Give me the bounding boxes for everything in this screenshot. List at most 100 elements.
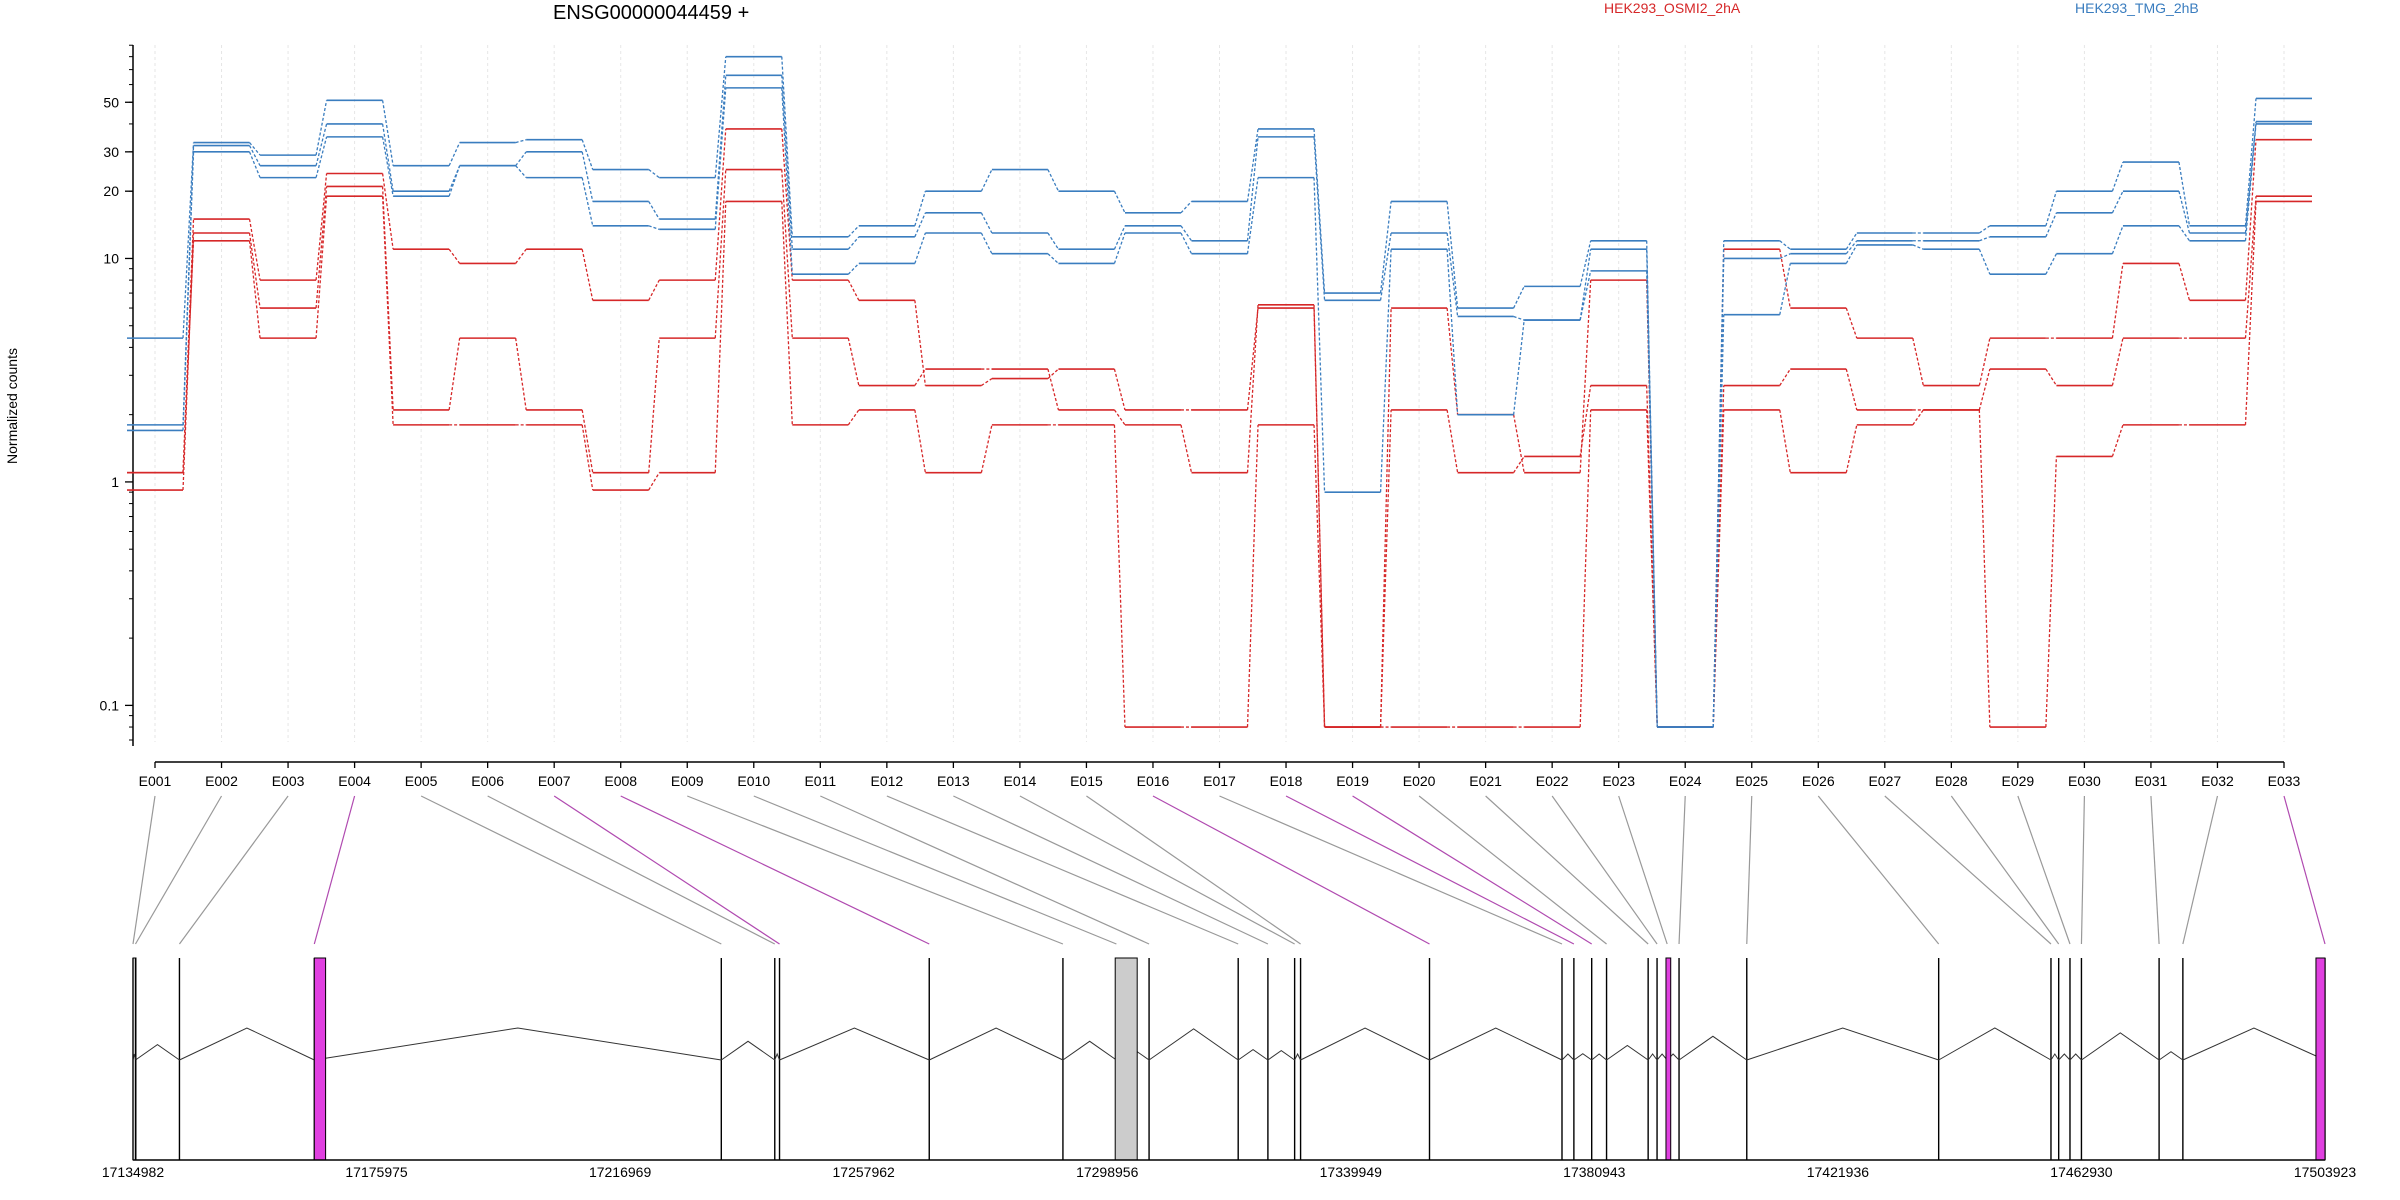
- connector: [980, 232, 993, 255]
- connector: [980, 169, 993, 192]
- exon-link-e024: [1678, 795, 1686, 945]
- connector: [1113, 190, 1126, 214]
- x-tick-label-e025: E025: [1735, 773, 1768, 789]
- connector: [1180, 424, 1193, 473]
- connector: [914, 300, 927, 386]
- connector: [2178, 225, 2191, 242]
- connector: [1113, 409, 1126, 426]
- connector: [1512, 320, 1525, 415]
- exon-link-e028: [1950, 795, 2060, 945]
- connector: [448, 165, 461, 192]
- connector: [581, 409, 594, 473]
- connector: [1513, 315, 1525, 321]
- connector: [914, 212, 926, 238]
- exon-link-e030: [2080, 795, 2086, 945]
- legend-entry-tmg: HEK293_TMG_2hB: [2075, 0, 2199, 16]
- exon-link-e018: [1285, 795, 1575, 945]
- series-4: [127, 55, 2312, 728]
- connector: [515, 248, 527, 264]
- connector: [1978, 337, 1991, 386]
- connector: [981, 378, 993, 387]
- connector: [2111, 190, 2124, 214]
- exon-link-e020: [1418, 795, 1607, 945]
- connector: [2178, 263, 2191, 301]
- legend-entry-osmi: HEK293_OSMI2_2hA: [1604, 0, 1741, 16]
- x-tick-label-e023: E023: [1602, 773, 1635, 789]
- intron: [1678, 1035, 1748, 1061]
- series-1: [127, 128, 2312, 728]
- intron: [1267, 1050, 1295, 1061]
- connector: [182, 151, 195, 431]
- x-tick-label-e030: E030: [2068, 773, 2101, 789]
- intron: [2069, 1053, 2082, 1061]
- connector: [1978, 409, 1991, 728]
- connector: [980, 212, 993, 234]
- connector: [1047, 232, 1059, 250]
- exon-link-e032: [2182, 795, 2219, 945]
- connector: [714, 128, 727, 281]
- connector: [581, 249, 594, 301]
- connector: [315, 173, 328, 281]
- connector: [648, 225, 660, 230]
- connector: [1047, 368, 1060, 411]
- exon-link-e031: [2150, 795, 2160, 945]
- connector: [248, 145, 261, 167]
- connector: [381, 173, 394, 250]
- exon-link-e002: [134, 795, 223, 945]
- connector: [781, 169, 793, 339]
- x-tick-label-e005: E005: [405, 773, 438, 789]
- connector: [847, 262, 860, 275]
- x-tick-label-e003: E003: [272, 773, 305, 789]
- connector: [515, 165, 527, 179]
- connector: [448, 338, 461, 411]
- connector: [648, 201, 660, 220]
- exon-link-e033: [2283, 795, 2326, 945]
- x-tick-label-e020: E020: [1403, 773, 1436, 789]
- genome-tick-label: 17503923: [2294, 1164, 2357, 1180]
- connector: [648, 338, 660, 473]
- connector: [1313, 128, 1326, 294]
- intron: [179, 1027, 315, 1061]
- exon-link-e026: [1817, 795, 1940, 945]
- y-tick-label: 20: [103, 183, 119, 199]
- connector: [1446, 307, 1459, 415]
- exon-link-e025: [1746, 795, 1753, 945]
- intron: [1237, 1048, 1269, 1061]
- intron: [1561, 1053, 1575, 1061]
- connector: [448, 248, 461, 264]
- intron: [314, 1027, 722, 1061]
- connector: [2045, 191, 2058, 226]
- exon-link-e003: [178, 795, 289, 945]
- connector: [714, 87, 727, 230]
- connector: [2178, 161, 2191, 226]
- chart-title: ENSG00000044459 +: [553, 2, 750, 24]
- intron: [1429, 1027, 1563, 1061]
- connector: [315, 186, 328, 309]
- connector: [1180, 200, 1192, 214]
- connector: [2244, 123, 2257, 241]
- exon-block-5: [2315, 957, 2326, 1161]
- connector: [1379, 249, 1392, 493]
- connector: [581, 177, 594, 226]
- connector: [1712, 258, 1725, 728]
- connector: [182, 240, 195, 473]
- connector: [714, 75, 727, 220]
- series-6: [127, 87, 2312, 728]
- connector: [315, 100, 328, 156]
- connector: [248, 232, 261, 309]
- intron: [1573, 1053, 1592, 1061]
- connector: [381, 136, 394, 197]
- y-tick-label: 30: [103, 144, 119, 160]
- genome-tick-label: 17257962: [833, 1164, 896, 1180]
- connector: [1912, 409, 1924, 426]
- x-tick-label-e029: E029: [2002, 773, 2035, 789]
- intron: [721, 1040, 776, 1061]
- x-tick-label-e011: E011: [804, 773, 836, 789]
- x-tick-label-e028: E028: [1935, 773, 1968, 789]
- connector: [1246, 304, 1259, 473]
- x-tick-label-e006: E006: [471, 773, 504, 789]
- connector: [1779, 240, 1791, 250]
- connector: [980, 424, 993, 473]
- connector: [1513, 286, 1525, 309]
- connector: [914, 409, 927, 473]
